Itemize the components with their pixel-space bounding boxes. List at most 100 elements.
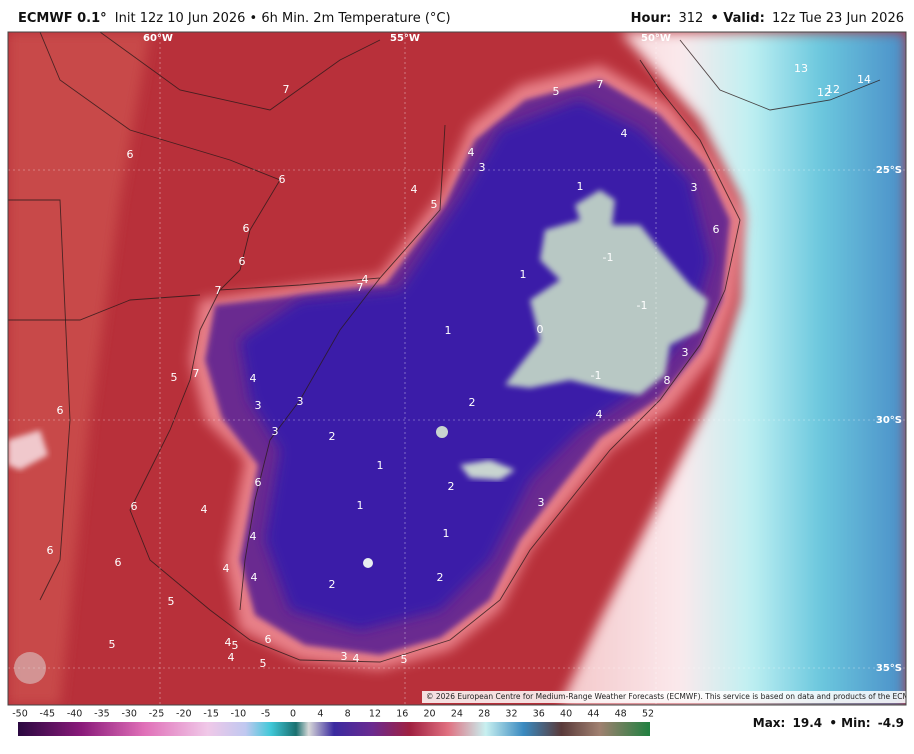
contour-label: 2 — [437, 571, 444, 584]
hour-label: Hour: — [631, 11, 672, 26]
colorbar-tick-label: 28 — [478, 709, 490, 720]
contour-label: 4 — [250, 372, 257, 385]
contour-label: 2 — [329, 430, 336, 443]
contour-label: 6 — [115, 556, 122, 569]
contour-label: 3 — [538, 496, 545, 509]
contour-label: 6 — [243, 222, 250, 235]
contour-label: 4 — [621, 127, 628, 140]
colorbar-tick-label: 32 — [505, 709, 517, 720]
colorbar-tick-label: 16 — [396, 709, 408, 720]
colorbar-tick-label: 24 — [451, 709, 463, 720]
colorbar-tick-label: -35 — [94, 709, 110, 720]
contour-label: 5 — [401, 653, 408, 666]
contour-label: 5 — [232, 639, 239, 652]
contour-label: 3 — [272, 425, 279, 438]
contour-label: 12 — [826, 83, 840, 96]
contour-label: 6 — [713, 223, 720, 236]
contour-label: 5 — [431, 198, 438, 211]
contour-label: 6 — [127, 148, 134, 161]
valid-label: • Valid: — [710, 11, 764, 26]
colorbar-tick-label: 8 — [345, 709, 351, 720]
contour-label: 3 — [341, 650, 348, 663]
colorbar-tick-label: 12 — [369, 709, 381, 720]
max: 19.4 — [793, 716, 823, 730]
contour-label: 1 — [520, 268, 527, 281]
colorbar-tick-label: -15 — [203, 709, 219, 720]
contour-label: 0 — [537, 323, 544, 336]
contour-label: 1 — [577, 180, 584, 193]
contour-label: 5 — [168, 595, 175, 608]
contour-label: 6 — [47, 544, 54, 557]
contour-label: 6 — [279, 173, 286, 186]
contour-label: 5 — [553, 85, 560, 98]
hour: 312 — [678, 11, 703, 26]
contour-label: 13 — [794, 62, 808, 75]
contour-label: -1 — [591, 369, 602, 382]
contour-label: 3 — [479, 161, 486, 174]
colorbar-tick-label: -10 — [231, 709, 247, 720]
contour-label: 1 — [445, 324, 452, 337]
contour-label: 2 — [448, 480, 455, 493]
contour-label: 8 — [664, 374, 671, 387]
copyright: © 2026 European Centre for Medium-Range … — [426, 692, 914, 701]
latitude-label: 35°S — [876, 663, 902, 674]
colorbar-tick-label: 36 — [533, 709, 545, 720]
contour-label: 4 — [251, 571, 258, 584]
contour-label: 4 — [353, 652, 360, 665]
contour-label: 2 — [329, 578, 336, 591]
description: Init 12z 10 Jun 2026 • 6h Min. 2m Temper… — [115, 11, 451, 26]
contour-label: 12 — [817, 86, 831, 99]
colorbar-tick-label: -45 — [40, 709, 56, 720]
colorbar-tick-label: 20 — [424, 709, 436, 720]
contour-label: 4 — [228, 651, 235, 664]
valid: 12z Tue 23 Jun 2026 — [772, 11, 904, 26]
contour-label: 7 — [597, 78, 604, 91]
contour-label: 1 — [357, 499, 364, 512]
min: -4.9 — [878, 716, 904, 730]
contour-label: 3 — [691, 181, 698, 194]
longitude-label: 60°W — [143, 33, 173, 44]
colorbar-tick-label: -5 — [261, 709, 270, 720]
contour-label: 4 — [362, 273, 369, 286]
colorbar-tick-label: -30 — [121, 709, 137, 720]
contour-label: 5 — [260, 657, 267, 670]
colorbar-tick-label: 44 — [587, 709, 599, 720]
contour-label: 4 — [596, 408, 603, 421]
latitude-label: 25°S — [876, 165, 902, 176]
contour-label: 4 — [223, 562, 230, 575]
colorbar-tick-label: -20 — [176, 709, 192, 720]
contour-label: 7 — [215, 284, 222, 297]
colorbar — [18, 722, 650, 736]
contour-label: 2 — [469, 396, 476, 409]
colorbar-tick-label: 40 — [560, 709, 572, 720]
contour-label: 6 — [255, 476, 262, 489]
contour-label: 1 — [377, 459, 384, 472]
colorbar-tick-label: -50 — [12, 709, 28, 720]
valid-info: Hour: 312 • Valid: 12z Tue 23 Jun 2026 — [631, 11, 904, 26]
colorbar-tick-label: 0 — [290, 709, 296, 720]
colorbar-tick-label: -25 — [149, 709, 165, 720]
longitude-label: 55°W — [390, 33, 420, 44]
contour-label: 3 — [682, 346, 689, 359]
header: ECMWF 0.1° Init 12z 10 Jun 2026 • 6h Min… — [18, 11, 451, 26]
contour-label: 4 — [225, 636, 232, 649]
contour-label: 1 — [443, 527, 450, 540]
contour-label: 7 — [283, 83, 290, 96]
contour-label: 3 — [255, 399, 262, 412]
contour-label: 6 — [239, 255, 246, 268]
min-label: • Min: — [829, 716, 870, 730]
max-label: Max: — [753, 716, 786, 730]
contour-label: 5 — [109, 638, 116, 651]
latitude-label: 30°S — [876, 415, 902, 426]
contour-label: 4 — [468, 146, 475, 159]
contour-label: 5 — [171, 371, 178, 384]
longitude-label: 50°W — [641, 33, 671, 44]
model: ECMWF 0.1° — [18, 11, 107, 26]
contour-label: 3 — [297, 395, 304, 408]
colorbar-tick-label: 4 — [317, 709, 323, 720]
colorbar-tick-label: 48 — [615, 709, 627, 720]
contour-label: 6 — [265, 633, 272, 646]
contour-label: 7 — [357, 281, 364, 294]
contour-label: 4 — [201, 503, 208, 516]
